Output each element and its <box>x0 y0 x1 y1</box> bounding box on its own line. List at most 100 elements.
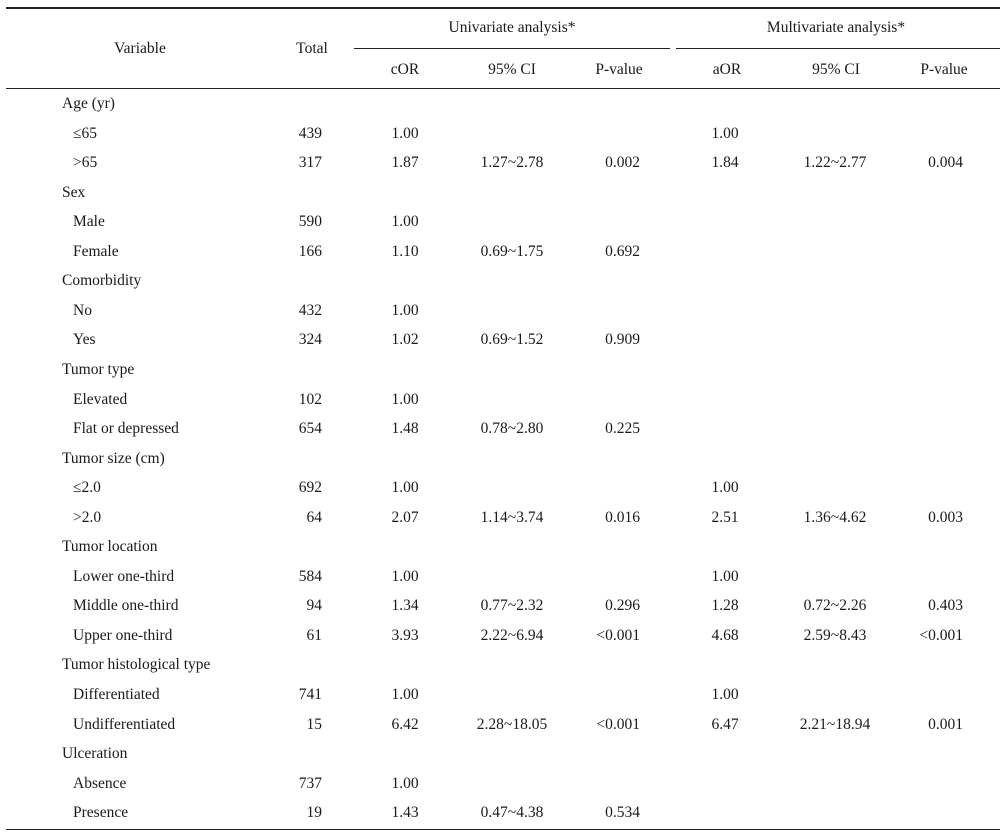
row-label: ≤65 <box>73 125 98 142</box>
cell-cor: 1.00 <box>391 213 419 230</box>
cell-total: 61 <box>306 627 323 644</box>
cell-aor: 4.68 <box>711 627 739 644</box>
cell-p-multivariate: 0.003 <box>928 509 963 526</box>
row-label: Middle one-third <box>73 597 179 614</box>
cell-ci-univariate: 0.78~2.80 <box>480 420 544 437</box>
row-label: Lower one-third <box>73 568 175 585</box>
cell-p-univariate: 0.296 <box>605 597 640 614</box>
cell-total: 166 <box>298 243 322 260</box>
header-total: Total <box>296 40 328 57</box>
cell-ci-univariate: 0.77~2.32 <box>480 597 544 614</box>
cell-ci-multivariate: 1.22~2.77 <box>803 154 867 171</box>
group-label: Tumor size (cm) <box>62 450 165 467</box>
cell-cor: 1.00 <box>391 391 419 408</box>
cell-aor: 1.00 <box>711 686 739 703</box>
cell-p-multivariate: 0.004 <box>928 154 963 171</box>
cell-total: 102 <box>298 391 322 408</box>
cell-cor: 1.00 <box>391 568 419 585</box>
cell-aor: 1.00 <box>711 125 739 142</box>
cell-cor: 1.43 <box>391 804 419 821</box>
row-label: >65 <box>73 154 98 171</box>
row-label: Yes <box>73 331 96 348</box>
group-label: Comorbidity <box>62 272 142 289</box>
cell-total: 15 <box>306 716 323 733</box>
cell-cor: 1.00 <box>391 775 419 792</box>
cell-cor: 6.42 <box>391 716 419 733</box>
cell-total: 439 <box>298 125 322 142</box>
cell-cor: 1.48 <box>391 420 419 437</box>
row-label: Flat or depressed <box>73 420 179 437</box>
group-label: Sex <box>62 184 86 201</box>
cell-p-univariate: 0.909 <box>605 331 640 348</box>
row-label: Male <box>73 213 105 230</box>
cell-p-univariate: 0.002 <box>605 154 640 171</box>
cell-total: 64 <box>306 509 323 526</box>
header-cor: cOR <box>390 61 420 78</box>
cell-p-univariate: 0.016 <box>605 509 640 526</box>
cell-cor: 1.00 <box>391 125 419 142</box>
cell-total: 692 <box>298 479 322 496</box>
cell-aor: 1.00 <box>711 568 739 585</box>
multivariate-span-rule <box>676 48 1000 49</box>
row-label: Undifferentiated <box>73 716 176 733</box>
row-label: Female <box>73 243 119 260</box>
cell-ci-univariate: 2.22~6.94 <box>480 627 544 644</box>
cell-ci-univariate: 1.27~2.78 <box>480 154 544 171</box>
cell-ci-multivariate: 2.59~8.43 <box>803 627 867 644</box>
cell-cor: 1.34 <box>391 597 419 614</box>
cell-cor: 1.00 <box>391 479 419 496</box>
cell-cor: 1.10 <box>391 243 419 260</box>
cell-aor: 1.84 <box>711 154 739 171</box>
cell-total: 654 <box>298 420 322 437</box>
cell-ci-multivariate: 1.36~4.62 <box>803 509 867 526</box>
cell-cor: 3.93 <box>391 627 419 644</box>
header-multivariate: Multivariate analysis* <box>766 19 906 36</box>
cell-p-univariate: 0.692 <box>605 243 640 260</box>
cell-aor: 1.28 <box>711 597 739 614</box>
header-variable: Variable <box>114 40 166 57</box>
row-label: Absence <box>73 775 127 792</box>
group-label: Tumor type <box>62 361 135 378</box>
table-top-rule <box>6 7 1000 9</box>
header-ci-univariate: 95% CI <box>488 61 536 78</box>
cell-p-univariate: 0.534 <box>605 804 640 821</box>
group-label: Age (yr) <box>62 95 115 112</box>
row-label: No <box>73 302 92 319</box>
cell-ci-multivariate: 0.72~2.26 <box>803 597 867 614</box>
cell-aor: 1.00 <box>711 479 739 496</box>
cell-p-univariate: <0.001 <box>596 716 640 733</box>
header-bottom-rule <box>6 88 1000 89</box>
cell-total: 19 <box>306 804 323 821</box>
cell-ci-univariate: 1.14~3.74 <box>480 509 544 526</box>
header-aor: aOR <box>712 61 742 78</box>
cell-p-multivariate: 0.001 <box>928 716 963 733</box>
cell-total: 317 <box>298 154 322 171</box>
cell-ci-univariate: 0.69~1.52 <box>480 331 544 348</box>
cell-ci-univariate: 2.28~18.05 <box>476 716 548 733</box>
cell-p-multivariate: 0.403 <box>928 597 963 614</box>
cell-ci-univariate: 0.69~1.75 <box>480 243 544 260</box>
row-label: Presence <box>73 804 129 821</box>
header-ci-multivariate: 95% CI <box>812 61 860 78</box>
univariate-span-rule <box>354 48 670 49</box>
cell-p-univariate: <0.001 <box>596 627 640 644</box>
cell-total: 590 <box>298 213 322 230</box>
cell-aor: 2.51 <box>711 509 739 526</box>
header-p-univariate: P-value <box>595 61 643 78</box>
cell-cor: 2.07 <box>391 509 419 526</box>
cell-aor: 6.47 <box>711 716 739 733</box>
cell-cor: 1.00 <box>391 302 419 319</box>
row-label: Upper one-third <box>73 627 173 644</box>
row-label: Elevated <box>73 391 128 408</box>
cell-ci-univariate: 0.47~4.38 <box>480 804 544 821</box>
cell-total: 737 <box>298 775 322 792</box>
group-label: Tumor histological type <box>62 656 211 673</box>
table-bottom-rule <box>6 829 1000 830</box>
cell-p-univariate: 0.225 <box>605 420 640 437</box>
header-univariate: Univariate analysis* <box>448 19 576 36</box>
cell-p-multivariate: <0.001 <box>919 627 963 644</box>
row-label: ≤2.0 <box>73 479 101 496</box>
group-label: Tumor location <box>62 538 158 555</box>
cell-cor: 1.00 <box>391 686 419 703</box>
header-p-multivariate: P-value <box>920 61 968 78</box>
